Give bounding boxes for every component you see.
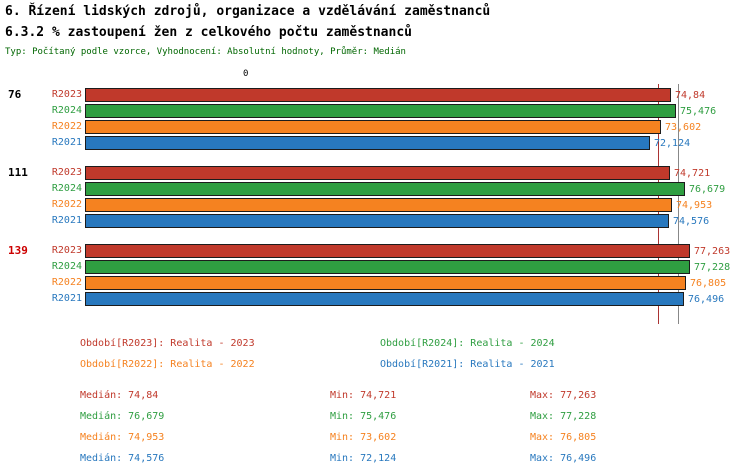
stats-median: Medián: 76,679: [80, 411, 165, 422]
bar-value-label: 73,602: [665, 122, 702, 133]
series-label: R2021: [51, 215, 82, 226]
stats-max: Max: 76,496: [530, 453, 597, 464]
bar-value-label: 76,805: [690, 278, 727, 289]
bar-r2021: [85, 292, 684, 306]
legend-item: Období[R2024]: Realita - 2024: [380, 338, 555, 349]
indicator-title: 6.3.2 % zastoupení žen z celkového počtu…: [5, 25, 412, 40]
stats-max: Max: 77,263: [530, 390, 597, 401]
series-label: R2022: [51, 121, 82, 132]
chart-title: 6. Řízení lidských zdrojů, organizace a …: [5, 4, 491, 19]
bar-row: R2024 76,679: [0, 182, 750, 196]
stats-table: Medián: 74,84 Min: 74,721 Max: 77,263 Mediá…: [80, 390, 700, 465]
series-label: R2023: [51, 167, 82, 178]
bar-r2023: [85, 244, 690, 258]
legend-item: Období[R2021]: Realita - 2021: [380, 359, 555, 370]
bar-row: R2021 74,576: [0, 214, 750, 228]
group-label: 76: [8, 88, 22, 101]
bar-r2024: [85, 260, 690, 274]
series-label: R2023: [51, 245, 82, 256]
bar-row: R2021 72,124: [0, 136, 750, 150]
bar-r2023: [85, 166, 670, 180]
bar-r2022: [85, 276, 686, 290]
bar-row: R2021 76,496: [0, 292, 750, 306]
bar-row: R2024 77,228: [0, 260, 750, 274]
marker-line: [678, 84, 679, 324]
bar-row: 76 R2023 74,84: [0, 88, 750, 102]
bar-value-label: 72,124: [654, 138, 691, 149]
bar-r2022: [85, 198, 672, 212]
bar-r2021: [85, 214, 669, 228]
series-label: R2021: [51, 293, 82, 304]
bar-value-label: 74,953: [676, 200, 713, 211]
bar-row: R2024 75,476: [0, 104, 750, 118]
bar-value-label: 76,679: [689, 184, 726, 195]
bar-value-label: 77,263: [694, 246, 731, 257]
bar-row: 111 R2023 74,721: [0, 166, 750, 180]
series-label: R2024: [51, 105, 82, 116]
bar-value-label: 74,84: [675, 90, 706, 101]
stats-max: Max: 77,228: [530, 411, 597, 422]
chart-meta: Typ: Počítaný podle vzorce, Vyhodnocení:…: [5, 47, 406, 57]
bar-r2024: [85, 182, 685, 196]
bar-r2022: [85, 120, 661, 134]
bar-r2023: [85, 88, 671, 102]
bar-value-label: 74,576: [673, 216, 710, 227]
bar-r2021: [85, 136, 650, 150]
stats-max: Max: 76,805: [530, 432, 597, 443]
bar-r2024: [85, 104, 676, 118]
legend-item: Období[R2022]: Realita - 2022: [80, 359, 255, 370]
stats-min: Min: 73,602: [330, 432, 397, 443]
series-label: R2024: [51, 183, 82, 194]
bar-value-label: 75,476: [680, 106, 717, 117]
legend-item: Období[R2023]: Realita - 2023: [80, 338, 255, 349]
stats-min: Min: 75,476: [330, 411, 397, 422]
stats-median: Medián: 74,953: [80, 432, 165, 443]
bar-row: R2022 74,953: [0, 198, 750, 212]
legend: Období[R2023]: Realita - 2023 Období[R202…: [80, 338, 680, 371]
stats-min: Min: 72,124: [330, 453, 397, 464]
bar-value-label: 77,228: [694, 262, 731, 273]
axis-zero-label: 0: [243, 69, 249, 79]
bar-value-label: 76,496: [688, 294, 725, 305]
series-label: R2024: [51, 261, 82, 272]
group-label: 139: [8, 244, 28, 257]
stats-min: Min: 74,721: [330, 390, 397, 401]
bar-row: 139 R2023 77,263: [0, 244, 750, 258]
series-label: R2022: [51, 277, 82, 288]
plot-area: 76 R2023 74,84 R2024 75,476 R2022 73,602 R2021 7…: [0, 84, 750, 328]
series-label: R2022: [51, 199, 82, 210]
bar-row: R2022 76,805: [0, 276, 750, 290]
stats-median: Medián: 74,84: [80, 390, 159, 401]
bar-value-label: 74,721: [674, 168, 711, 179]
series-label: R2023: [51, 89, 82, 100]
series-label: R2021: [51, 137, 82, 148]
stats-median: Medián: 74,576: [80, 453, 165, 464]
group-label: 111: [8, 166, 28, 179]
bar-row: R2022 73,602: [0, 120, 750, 134]
